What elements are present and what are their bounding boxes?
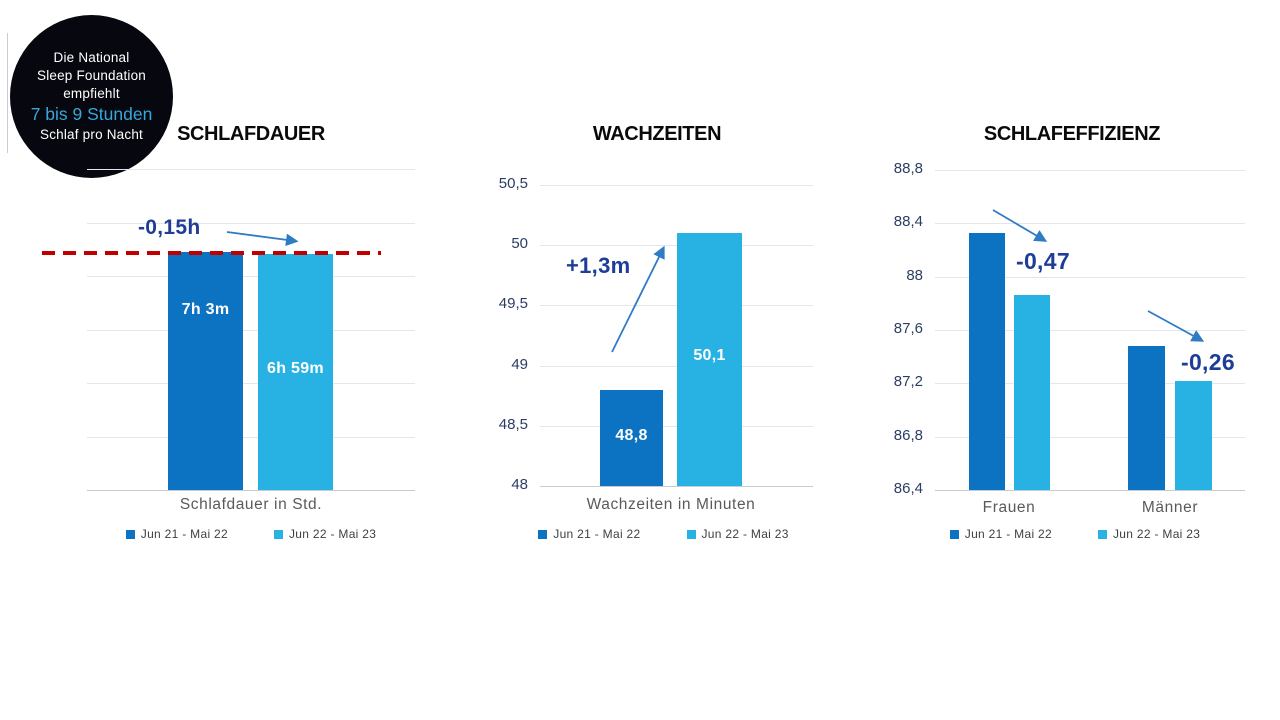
legend-swatch-series1 (125, 529, 135, 539)
y-tick-label: 50,5 (498, 175, 528, 192)
annotation-efficiency-delta-maenner: -0,26 (1181, 349, 1235, 375)
gridline (87, 169, 415, 170)
gridline (87, 383, 415, 384)
x-axis-baseline (87, 490, 415, 491)
y-tick-label: 87,6 (893, 320, 923, 337)
legend-label: Jun 22 - Mai 23 (289, 527, 377, 541)
legend-label: Jun 21 - Mai 22 (140, 527, 228, 541)
gridline (540, 185, 813, 186)
category-label-maenner: Männer (1141, 499, 1199, 516)
gridline (935, 223, 1245, 225)
category-label-frauen: Frauen (982, 499, 1036, 516)
trend-arrow-icon (992, 209, 1048, 242)
y-tick-label: 86,8 (893, 426, 923, 444)
bar-schlafdauer-series2 (258, 254, 333, 490)
bar-schlafeffizienz-frauen-series1 (969, 232, 1005, 490)
gridline (540, 305, 813, 307)
y-tick-label: 50 (511, 235, 528, 253)
y-tick-label: 88,8 (893, 160, 923, 177)
chart-title-schlafeffizienz: SCHLAFEFFIZIENZ (983, 123, 1161, 145)
legend-swatch-series2 (274, 529, 283, 539)
gridline (935, 330, 1245, 331)
badge-line-1: Die National (53, 50, 130, 66)
y-tick-label: 87,2 (893, 373, 923, 391)
plot-area-wachzeiten: 50,5 50 49,5 49 48,5 48 (499, 175, 813, 493)
legend-item-jun22-mai23: Jun 22 - Mai 23 (274, 527, 376, 541)
gridline (87, 436, 415, 438)
plot-area-schlafeffizienz: 88,8 88,4 88 87,6 87,2 86,8 86,4 (894, 160, 1245, 497)
chart-title-schlafdauer: SCHLAFDAUER (177, 123, 325, 145)
trend-arrow-icon (1147, 310, 1205, 342)
y-tick-label: 88 (906, 266, 923, 284)
gridline (935, 383, 1245, 385)
x-axis-caption-wachzeiten: Wachzeiten in Minuten (586, 496, 756, 513)
badge-line-5: Schlaf pro Nacht (40, 126, 143, 142)
gridline (935, 170, 1245, 171)
bar-schlafeffizienz-manner-series1 (1128, 346, 1165, 490)
legend-item-jun21-mai22: Jun 21 - Mai 22 (949, 527, 1052, 541)
trend-arrow-icon (226, 231, 299, 247)
bar-value-label: 6h 59m (267, 360, 324, 377)
gridline (540, 365, 813, 367)
legend-swatch-series1 (538, 529, 548, 539)
legend-item-jun22-mai23: Jun 22 - Mai 23 (686, 527, 789, 541)
y-tick-label: 86,4 (893, 480, 923, 497)
legend-wachzeiten: Jun 21 - Mai 22 Jun 22 - Mai 23 (527, 527, 800, 541)
y-tick-label: 48,5 (498, 415, 528, 433)
y-tick-label: 49,5 (498, 295, 528, 313)
bar-value-label: 7h 3m (181, 301, 230, 318)
recommended-sleep-reference-line (42, 251, 381, 255)
bar-value-label: 48,8 (615, 427, 648, 444)
gridline (87, 329, 415, 331)
gridline (87, 276, 415, 277)
legend-item-jun21-mai22: Jun 21 - Mai 22 (125, 527, 228, 541)
legend-swatch-series2 (686, 529, 696, 539)
annotation-wake-time-delta: +1,3m (566, 253, 631, 278)
legend-schlafeffizienz: Jun 21 - Mai 22 Jun 22 - Mai 23 (920, 527, 1230, 541)
annotation-sleep-duration-delta: -0,15h (138, 216, 201, 239)
y-tick-label: 48 (511, 476, 528, 493)
left-edge-line (7, 33, 8, 153)
badge-line-3: empfiehlt (63, 86, 120, 102)
gridline (540, 425, 813, 427)
gridline (935, 276, 1245, 278)
legend-item-jun21-mai22: Jun 21 - Mai 22 (538, 527, 640, 541)
chart-title-wachzeiten: WACHZEITEN (592, 123, 722, 145)
sleep-foundation-badge: Die National Sleep Foundation empfiehlt … (10, 15, 173, 178)
legend-label: Jun 21 - Mai 22 (553, 527, 641, 541)
x-axis-caption-schlafdauer: Schlafdauer in Std. (179, 496, 323, 513)
gridline (87, 222, 415, 224)
bar-wachzeiten-series2 (677, 233, 742, 486)
bar-schlafdauer-series1 (168, 251, 243, 490)
gridline (935, 436, 1245, 438)
bar-wachzeiten-series1 (600, 389, 663, 486)
legend-item-jun22-mai23: Jun 22 - Mai 23 (1098, 527, 1200, 541)
legend-label: Jun 21 - Mai 22 (964, 527, 1052, 541)
legend-label: Jun 22 - Mai 23 (701, 527, 789, 541)
bar-schlafeffizienz-frauen-series2 (1014, 295, 1050, 490)
x-axis-baseline (540, 486, 813, 487)
legend-schlafdauer: Jun 21 - Mai 22 Jun 22 - Mai 23 (87, 527, 415, 541)
plot-area-schlafdauer (87, 169, 415, 491)
legend-swatch-series1 (949, 529, 959, 539)
y-tick-label: 49 (511, 355, 528, 373)
gridline (540, 245, 813, 247)
legend-label: Jun 22 - Mai 23 (1113, 527, 1201, 541)
annotation-efficiency-delta-frauen: -0,47 (1016, 248, 1070, 274)
bar-schlafeffizienz-manner-series2 (1175, 380, 1212, 490)
legend-swatch-series2 (1098, 529, 1107, 539)
bar-value-label: 50,1 (693, 347, 726, 364)
badge-line-2: Sleep Foundation (36, 68, 147, 84)
y-tick-label: 88,4 (893, 213, 923, 231)
x-axis-baseline (935, 490, 1245, 491)
trend-arrow-icon (611, 245, 665, 353)
badge-highlight-line: 7 bis 9 Stunden (30, 104, 153, 125)
